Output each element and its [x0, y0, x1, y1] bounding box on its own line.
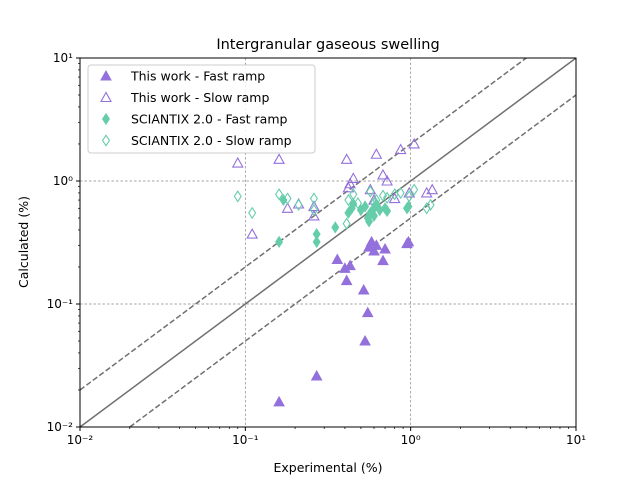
triangle-point: [403, 186, 416, 198]
triangle-point: [420, 186, 433, 198]
diamond-point: [312, 235, 321, 248]
legend-marker: [102, 112, 110, 126]
diamond-point: [342, 217, 351, 230]
triangle-point: [273, 153, 286, 164]
triangle-point: [394, 143, 407, 155]
triangle-point: [231, 156, 244, 168]
y-tick-label: 10¹: [53, 51, 73, 65]
triangle-point: [359, 334, 371, 346]
diamond-point: [383, 191, 392, 205]
diamond-point: [383, 204, 392, 218]
diamond-point: [378, 189, 388, 202]
triangle-point: [368, 244, 380, 256]
triangle-point: [377, 168, 389, 180]
legend-marker: [100, 69, 112, 81]
diamond-point: [405, 190, 414, 203]
x-tick-label: 10¹: [566, 433, 586, 447]
triangle-point: [310, 369, 323, 381]
diamond-point: [309, 203, 318, 217]
triangle-point: [370, 239, 383, 250]
triangle-point: [402, 235, 415, 247]
diamond-point: [331, 221, 340, 234]
diamond-point: [372, 193, 381, 207]
triangle-point: [361, 306, 374, 318]
diamond-point: [309, 192, 318, 205]
diamond-point: [369, 209, 378, 223]
legend-label: This work - Slow ramp: [130, 90, 269, 105]
x-tick-label: 10⁰: [401, 433, 421, 447]
triangle-point: [381, 174, 394, 186]
diamond-point: [410, 183, 419, 196]
diamond-point: [275, 235, 284, 248]
triangle-point: [408, 137, 421, 149]
legend-box: [87, 64, 316, 154]
y-axis-label: Calculated (%): [16, 196, 31, 288]
triangle-point: [281, 202, 294, 213]
triangle-point: [308, 200, 320, 212]
series-1: [273, 235, 415, 407]
series-4: [233, 183, 435, 230]
diamond-point: [344, 193, 353, 207]
triangle-point: [331, 253, 344, 265]
x-tick-label: 10⁻²: [67, 433, 94, 447]
data-points: [231, 137, 439, 407]
diamond-point: [404, 200, 413, 213]
diamond-point: [365, 215, 374, 228]
diamond-point: [248, 206, 257, 220]
chart-title: Intergranular gaseous swelling: [216, 37, 439, 53]
triangle-point: [273, 395, 285, 407]
y-tick-label: 10⁰: [53, 174, 73, 188]
diamond-point: [275, 188, 284, 201]
diamond-point: [366, 185, 375, 198]
triangle-point: [426, 183, 439, 195]
diamond-point: [369, 196, 379, 210]
dashed-reference-line: [79, 57, 527, 391]
diamond-point: [396, 186, 405, 200]
legend-marker: [100, 91, 112, 103]
series-2: [231, 137, 439, 239]
diamond-point: [233, 190, 242, 203]
legend-marker: [101, 134, 111, 147]
y-tick-label: 10⁻¹: [47, 297, 74, 311]
diamond-point: [349, 188, 358, 201]
reference-lines: [79, 57, 577, 428]
triangle-point: [377, 254, 389, 266]
triangle-point: [379, 242, 391, 254]
identity-line: [79, 57, 577, 428]
axis-ticks: 10⁻²10⁻² 10⁻¹ 10⁻¹ 10⁰ 10⁰ 10¹ 10¹: [47, 51, 587, 447]
plot-frame: [79, 57, 577, 428]
legend-label: SCIANTIX 2.0 - Fast ramp: [131, 112, 288, 127]
triangle-point: [388, 192, 401, 204]
diamond-point: [294, 198, 303, 212]
triangle-point: [370, 148, 383, 159]
triangle-point: [340, 153, 353, 164]
legend-label: This work - Fast ramp: [130, 69, 265, 84]
triangle-point: [344, 177, 357, 189]
diamond-point: [353, 196, 363, 210]
y-tick-label: 10⁻²: [47, 420, 74, 434]
x-tick-label: 10⁻¹: [232, 433, 259, 447]
triangle-point: [340, 274, 353, 286]
triangle-point: [347, 172, 360, 183]
triangle-point: [357, 283, 370, 295]
triangle-point: [344, 259, 356, 271]
triangle-point: [246, 227, 259, 239]
diamond-point: [361, 200, 370, 213]
x-axis-label: Experimental (%): [274, 460, 383, 475]
legend: This work - Fast ramp This work - Slow ra…: [87, 64, 316, 154]
triangle-point: [364, 183, 377, 195]
dashed-reference-line: [129, 94, 577, 428]
triangle-point: [308, 209, 320, 221]
diamond-point: [283, 192, 292, 205]
diamond-point: [426, 198, 435, 212]
legend-label: SCIANTIX 2.0 - Slow ramp: [131, 133, 292, 148]
